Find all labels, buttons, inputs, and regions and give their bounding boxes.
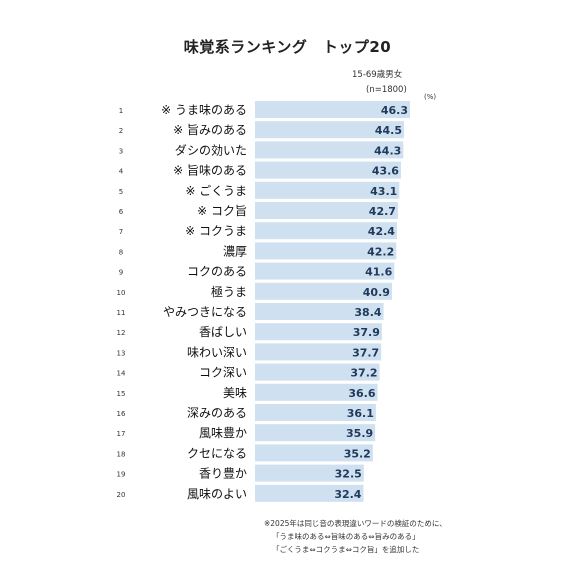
data-label: 40.9 [363, 286, 390, 299]
bar [255, 383, 378, 401]
category-label: コク深い [199, 366, 247, 380]
bar [255, 121, 404, 139]
rank-label: 6 [119, 208, 124, 216]
sample-info: 15-69歳男女 (n=1800) [352, 68, 407, 98]
rank-label: 11 [117, 309, 126, 317]
rank-label: 13 [117, 349, 126, 357]
rank-label: 14 [117, 370, 126, 378]
sample-age: 15-69歳男女 [352, 70, 403, 80]
data-label: 43.1 [370, 185, 397, 198]
chart-title: 味覚系ランキング トップ20 [183, 38, 392, 56]
category-label: 濃厚 [223, 244, 247, 258]
data-label: 42.2 [367, 245, 394, 258]
category-label: やみつきになる [163, 305, 247, 319]
data-label: 44.5 [375, 124, 402, 137]
bar [255, 484, 364, 502]
category-label: 香り豊か [199, 467, 247, 481]
rank-label: 18 [117, 450, 126, 458]
data-label: 35.9 [346, 427, 373, 440]
category-label: 香ばしい [199, 325, 247, 339]
footnote-line-3: 「ごくうま⇔コクうま⇔コク旨」を追加した [272, 545, 420, 554]
category-label: ※ コクうま [185, 224, 247, 238]
bar [255, 464, 364, 482]
category-label: クセになる [187, 446, 247, 460]
data-label: 46.3 [381, 104, 408, 117]
rank-label: 9 [119, 269, 123, 277]
category-label: 風味豊か [199, 426, 247, 440]
rank-label: 7 [119, 228, 123, 236]
category-label: 美味 [223, 386, 247, 400]
bar [255, 242, 397, 260]
footnote: ※2025年は同じ音の表現違いワードの検証のために、 「うま味のある⇔旨味のある… [264, 517, 447, 556]
rank-label: 3 [119, 147, 123, 155]
category-label: 極うま [211, 284, 247, 299]
data-label: 37.7 [352, 346, 379, 359]
rank-label: 10 [117, 289, 126, 297]
unit-label: (%) [424, 93, 437, 101]
bar [255, 363, 380, 381]
data-label: 32.4 [334, 488, 361, 501]
bar [255, 141, 404, 159]
data-label: 44.3 [374, 144, 401, 157]
bar [255, 262, 395, 280]
category-label: 味わい深い [187, 345, 247, 359]
bar [255, 222, 397, 240]
bar [255, 161, 401, 179]
bar [255, 202, 398, 219]
bar [255, 282, 392, 300]
rank-label: 8 [119, 248, 123, 256]
data-label: 37.2 [350, 367, 377, 380]
rank-label: 1 [119, 107, 123, 115]
category-label: ※ 旨みのある [173, 123, 247, 137]
footnote-line-1: ※2025年は同じ音の表現違いワードの検証のために、 [264, 519, 447, 528]
bar [255, 404, 376, 421]
bar [255, 444, 373, 462]
category-label: ※ 旨味のある [173, 164, 247, 178]
rank-label: 17 [117, 430, 126, 438]
rank-label: 20 [117, 491, 126, 499]
bar [255, 323, 382, 341]
data-label: 35.2 [344, 447, 371, 460]
category-label: 風味のよい [187, 487, 247, 501]
data-label: 43.6 [372, 165, 399, 178]
category-label: 深みのある [187, 406, 247, 420]
bar [255, 343, 382, 361]
data-label: 36.1 [347, 407, 374, 420]
rank-label: 4 [119, 168, 124, 176]
rank-label: 15 [117, 390, 126, 398]
data-label: 41.6 [365, 266, 392, 279]
data-label: 32.5 [335, 468, 362, 481]
bar [255, 181, 400, 199]
data-label: 42.4 [368, 225, 395, 238]
rank-label: 12 [117, 329, 126, 337]
bar [255, 101, 410, 118]
category-label: ※ ごくうま [185, 183, 247, 198]
sample-size: (n=1800) [366, 85, 407, 95]
rank-label: 2 [119, 127, 123, 135]
data-label: 42.7 [369, 205, 396, 218]
rank-label: 16 [117, 410, 126, 418]
rank-label: 5 [119, 188, 123, 196]
category-label: ※ コク旨 [197, 204, 247, 218]
footnote-line-2: 「うま味のある⇔旨味のある⇔旨みのある」 [272, 532, 420, 541]
category-label: ダシの効いた [175, 142, 247, 157]
data-label: 36.6 [348, 387, 375, 400]
category-label: コクのある [187, 265, 247, 279]
rank-label: 19 [117, 471, 126, 479]
data-label: 37.9 [353, 326, 380, 339]
category-label: ※ うま味のある [161, 103, 247, 117]
bar [255, 424, 376, 442]
data-label: 38.4 [354, 306, 381, 319]
bar [255, 303, 384, 320]
